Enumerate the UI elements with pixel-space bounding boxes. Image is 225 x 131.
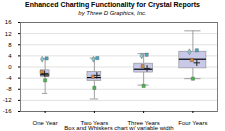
- svg-text:8: 8: [8, 42, 12, 48]
- svg-text:-4: -4: [6, 75, 12, 81]
- svg-text:Box and Whiskers chart w/ vari: Box and Whiskers chart w/ variable width: [64, 125, 173, 131]
- svg-text:12: 12: [5, 31, 12, 37]
- svg-text:4: 4: [8, 53, 12, 59]
- html-text:by Three D Graphics, Inc.: by Three D Graphics, Inc.: [78, 10, 147, 16]
- svg-text:0: 0: [8, 64, 12, 70]
- svg-text:Three Years: Three Years: [127, 119, 160, 126]
- svg-text:-12: -12: [3, 97, 12, 103]
- svg-text:-8: -8: [6, 86, 12, 92]
- svg-text:Four Years: Four Years: [178, 120, 207, 126]
- svg-text:Two Years: Two Years: [80, 119, 109, 126]
- svg-text:-16: -16: [3, 108, 12, 114]
- svg-text:16: 16: [5, 19, 12, 25]
- svg-text:One Year: One Year: [33, 120, 58, 126]
- html-text:Enhanced Charting Functionalit: Enhanced Charting Functionality for Crys…: [25, 1, 200, 8]
